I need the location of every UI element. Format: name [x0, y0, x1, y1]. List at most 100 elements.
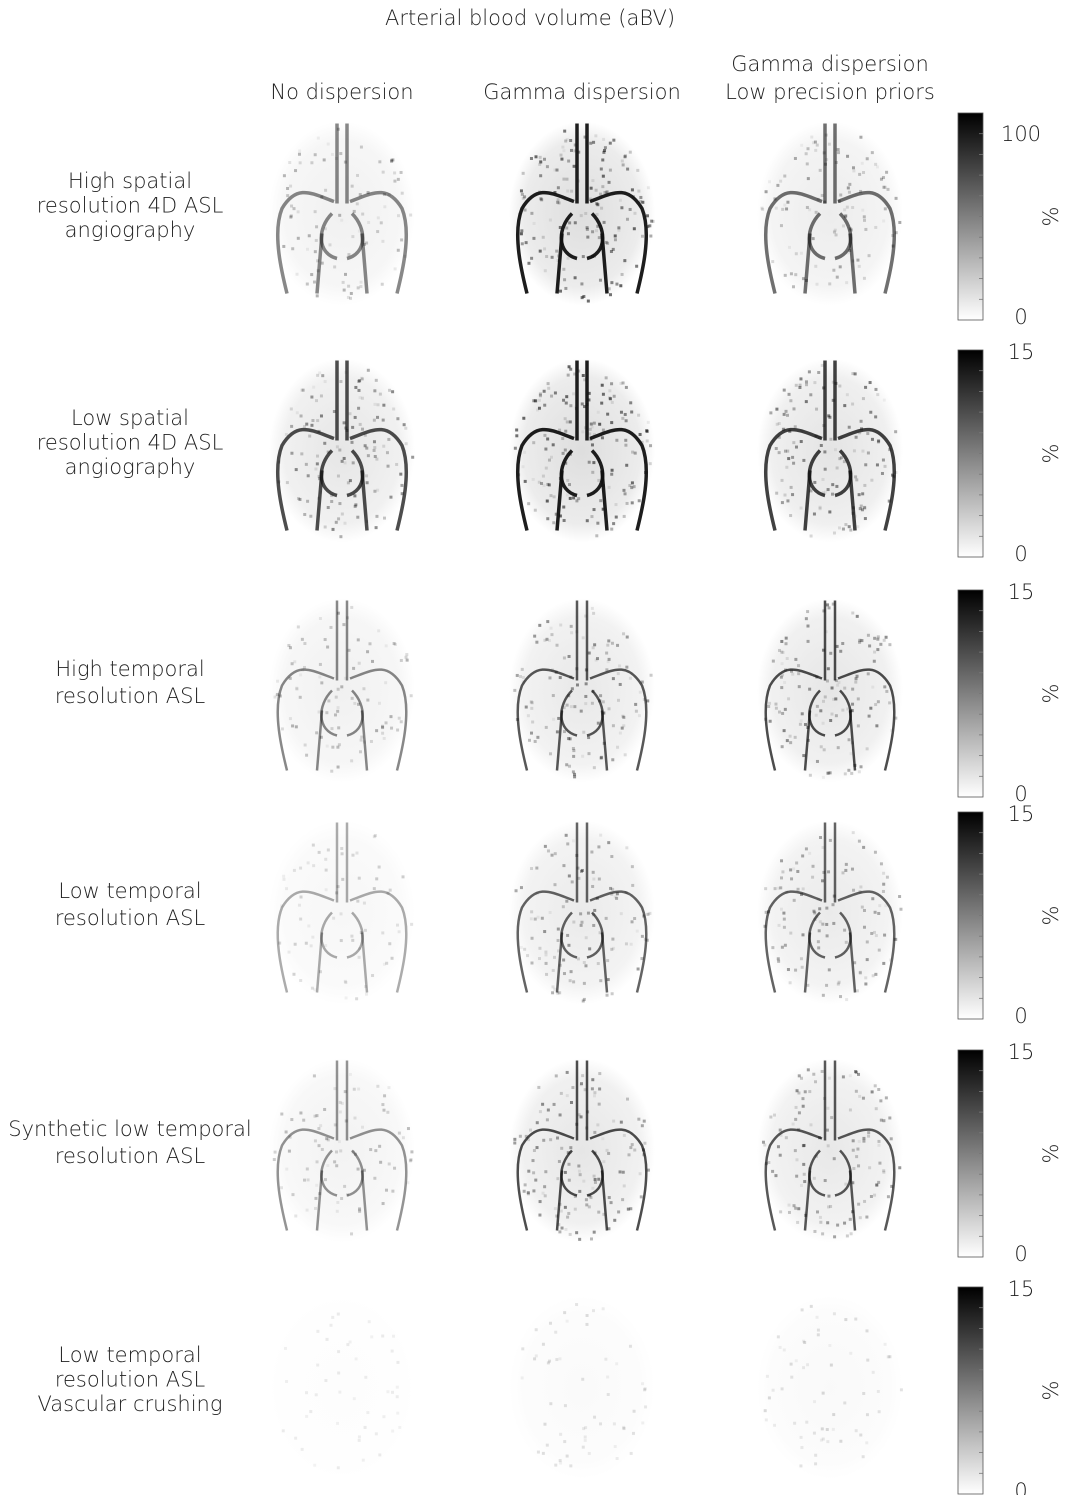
- voxel: [593, 1178, 597, 1182]
- voxel: [640, 234, 644, 238]
- voxel: [298, 149, 302, 153]
- voxel: [769, 1115, 773, 1119]
- voxel: [857, 264, 861, 268]
- voxel: [886, 1355, 890, 1359]
- voxel: [377, 865, 381, 869]
- voxel: [610, 472, 614, 476]
- voxel: [602, 1160, 606, 1164]
- voxel: [566, 933, 570, 937]
- voxel: [578, 1173, 582, 1177]
- voxel: [826, 603, 830, 607]
- voxel: [324, 1379, 328, 1383]
- voxel: [335, 445, 339, 449]
- voxel: [826, 1221, 830, 1225]
- voxel: [873, 1193, 877, 1197]
- voxel: [804, 617, 808, 621]
- voxel: [400, 238, 404, 242]
- voxel: [526, 954, 530, 958]
- voxel: [569, 624, 573, 628]
- voxel: [591, 179, 595, 183]
- voxel: [822, 748, 826, 752]
- voxel: [813, 381, 817, 385]
- voxel: [865, 958, 869, 962]
- voxel: [532, 441, 536, 445]
- voxel: [835, 644, 839, 648]
- voxel: [357, 702, 361, 706]
- voxel: [310, 395, 314, 399]
- voxel: [593, 643, 597, 647]
- voxel: [381, 1334, 385, 1338]
- vessel: [315, 1170, 369, 1231]
- vessel: [764, 668, 823, 771]
- voxel: [405, 658, 409, 662]
- voxel: [601, 158, 605, 162]
- voxel: [596, 721, 600, 725]
- voxel: [854, 435, 858, 439]
- voxel: [806, 983, 810, 987]
- voxel: [615, 438, 619, 442]
- voxel: [876, 440, 880, 444]
- voxel: [318, 616, 322, 620]
- voxel: [286, 186, 290, 190]
- voxel: [294, 1214, 298, 1218]
- voxel: [775, 422, 779, 426]
- voxel: [594, 658, 598, 662]
- voxel: [323, 380, 327, 384]
- colorbar-unit: %: [1039, 684, 1063, 704]
- voxel: [836, 746, 840, 750]
- voxel: [606, 241, 610, 245]
- voxel: [546, 482, 550, 486]
- voxel: [650, 219, 654, 223]
- colorbar: [957, 1286, 984, 1495]
- voxel: [513, 1137, 517, 1141]
- vessel: [837, 427, 897, 531]
- voxel: [372, 440, 376, 444]
- voxel: [564, 286, 568, 290]
- voxel: [576, 957, 580, 961]
- voxel: [561, 905, 565, 909]
- voxel: [767, 1396, 771, 1400]
- voxel: [346, 295, 350, 299]
- voxel: [791, 493, 795, 497]
- voxel: [888, 958, 892, 962]
- voxel: [529, 1128, 533, 1132]
- voxel: [386, 891, 390, 895]
- voxel: [296, 236, 300, 240]
- voxel: [795, 1174, 799, 1178]
- voxel: [869, 1195, 873, 1199]
- voxel: [283, 1346, 287, 1350]
- vessel: [335, 1060, 349, 1141]
- voxel: [628, 150, 632, 154]
- voxel: [376, 216, 380, 220]
- voxel: [359, 931, 363, 935]
- voxel: [827, 142, 831, 146]
- voxel: [323, 441, 327, 445]
- voxel: [879, 1118, 883, 1122]
- voxel: [621, 163, 625, 167]
- voxel: [521, 171, 525, 175]
- voxel: [858, 1094, 862, 1098]
- voxel: [591, 646, 595, 650]
- voxel: [593, 1180, 597, 1184]
- voxel: [639, 1195, 643, 1199]
- voxel: [386, 1110, 390, 1114]
- voxel: [336, 1466, 340, 1470]
- voxel: [338, 213, 342, 217]
- voxel: [844, 862, 848, 866]
- voxel: [340, 459, 344, 463]
- voxel: [546, 382, 550, 386]
- voxel: [578, 1189, 582, 1193]
- voxel: [375, 514, 379, 518]
- voxel: [545, 499, 549, 503]
- voxel: [599, 192, 603, 196]
- voxel: [351, 1150, 355, 1154]
- voxel: [814, 148, 818, 152]
- voxel: [866, 1358, 870, 1362]
- voxel: [797, 672, 801, 676]
- voxel: [315, 225, 319, 229]
- voxel: [558, 1230, 562, 1234]
- voxel: [628, 1344, 632, 1348]
- voxel: [323, 638, 327, 642]
- voxel: [602, 150, 606, 154]
- colorbar-max: 15: [1008, 580, 1035, 604]
